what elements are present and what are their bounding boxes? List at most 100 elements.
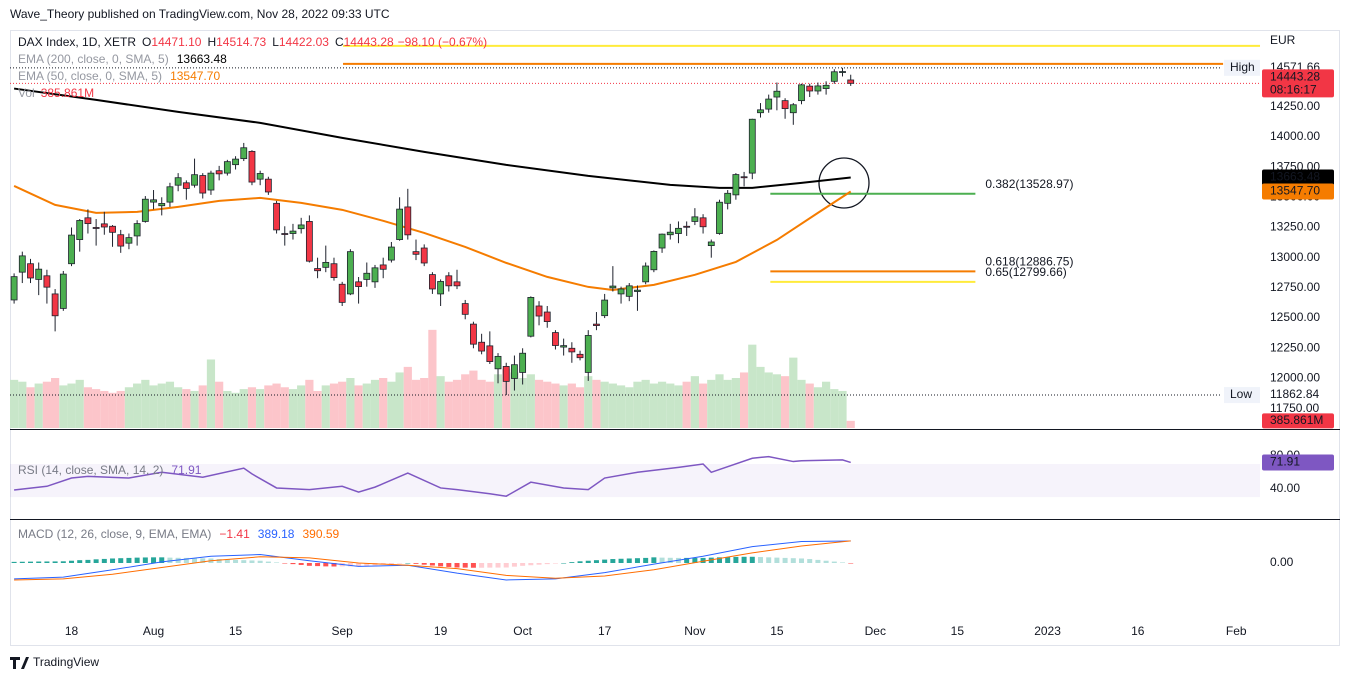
macd-histogram-bar: [692, 557, 698, 563]
macd-histogram-bar: [44, 561, 50, 563]
ema-line: [13, 185, 852, 291]
candle-body: [363, 272, 371, 280]
macd-histogram-bar: [438, 562, 444, 567]
ema-badge-text: 13663.48: [1270, 170, 1320, 184]
macd-histogram-bar: [487, 562, 493, 568]
x-tick-label: Feb: [1226, 624, 1247, 638]
candle-body: [338, 283, 346, 303]
candle-body: [59, 273, 67, 309]
x-tick-label: Oct: [513, 624, 532, 638]
macd-histogram-bar: [684, 557, 690, 563]
macd-histogram-bar: [315, 562, 321, 567]
candle-body: [486, 345, 494, 362]
candle-body: [420, 247, 428, 264]
x-tick-label: Dec: [865, 624, 886, 638]
volume-bar: [666, 383, 675, 428]
fib-label: 0.618(12886.75): [985, 255, 1073, 269]
volume-bar: [723, 379, 732, 428]
legend-item: RSI (14, close, SMA, 14, 2): [18, 463, 163, 477]
y-tick-label: 12000.00: [1270, 371, 1320, 385]
frame: [10, 30, 1340, 646]
candle-body: [273, 202, 280, 231]
candle-body: [470, 323, 477, 345]
macd-histogram-bar: [552, 562, 558, 564]
ema-badge: [1262, 169, 1334, 186]
candle-body: [92, 227, 100, 229]
macd-histogram-bar: [429, 562, 435, 566]
macd-histogram-bar: [799, 558, 805, 563]
rsi-line: [14, 455, 851, 497]
level-name: High: [1230, 60, 1255, 74]
legend-item: 14422.03: [279, 35, 329, 49]
volume-bar: [313, 390, 322, 428]
macd-histogram-bar: [848, 562, 854, 564]
volume-bar: [698, 383, 708, 428]
candle-body: [609, 285, 617, 289]
candle-body: [732, 174, 740, 196]
candle-body: [806, 85, 814, 92]
x-tick-label: Nov: [684, 624, 705, 638]
volume-bar: [10, 379, 19, 428]
volume-bar: [362, 383, 371, 428]
volume-bar: [559, 385, 568, 428]
candle-body: [191, 174, 198, 186]
macd-histogram-bar: [413, 562, 419, 564]
candle-body: [437, 281, 445, 295]
volume-badge-text: 385.861M: [1270, 413, 1323, 427]
x-tick-label: 19: [434, 624, 448, 638]
legend-item: 13663.48: [177, 52, 227, 66]
candle-body: [642, 265, 650, 283]
macd-histogram-bar: [290, 562, 296, 565]
legend-item: L: [272, 35, 279, 49]
x-tick-label: 15: [951, 624, 965, 638]
candle-body: [634, 289, 641, 292]
macd-histogram-bar: [815, 559, 821, 563]
volume-bar: [247, 387, 257, 428]
macd-histogram-bar: [331, 562, 337, 567]
macd-histogram-bar: [282, 562, 288, 564]
volume-bar: [370, 379, 380, 428]
candle-body: [593, 323, 600, 326]
volume-bar: [534, 379, 544, 428]
macd-histogram-bar: [36, 561, 42, 563]
volume-bar: [436, 376, 445, 428]
x-tick-label: 17: [598, 624, 612, 638]
volume-bar: [231, 392, 240, 428]
macd-histogram-bar: [60, 561, 66, 563]
candle-body: [839, 71, 846, 73]
volume-bar: [551, 383, 560, 428]
candle-body: [478, 341, 486, 352]
macd-histogram-bar: [626, 558, 632, 563]
rsi-badge: [1262, 454, 1334, 471]
macd-histogram-bar: [421, 562, 427, 565]
volume-bar: [444, 381, 453, 428]
candle-body: [141, 198, 149, 222]
macd-histogram-bar: [28, 561, 34, 563]
candle-body: [412, 251, 420, 255]
volume-bar: [190, 390, 199, 428]
candle-body: [511, 364, 518, 379]
volume-bar: [748, 344, 757, 428]
macd-histogram-bar: [347, 562, 353, 567]
candle-body: [748, 118, 756, 174]
volume-bar: [592, 379, 601, 428]
candle-body: [215, 170, 223, 175]
volume-bar: [493, 374, 503, 428]
volume-bar: [239, 389, 248, 428]
y-tick-label: 14000.00: [1270, 129, 1320, 143]
legend-item: 14443.28: [344, 35, 394, 49]
legend: RSI (14, close, SMA, 14, 2) 71.91: [18, 463, 202, 477]
y-tick-label: 40.00: [1270, 481, 1300, 495]
candle-body: [35, 268, 43, 280]
volume-bar: [18, 381, 27, 428]
volume-bar: [477, 379, 486, 428]
volume-bar: [272, 383, 281, 428]
macd-histogram-bar: [298, 562, 304, 565]
macd-histogram-bar: [364, 562, 370, 566]
candle-body: [798, 84, 805, 102]
y-tick-label: 12250.00: [1270, 340, 1320, 354]
volume-bar: [223, 390, 232, 428]
candle-body: [617, 288, 625, 295]
volume-bar: [92, 389, 101, 428]
macd-histogram-bar: [306, 562, 312, 566]
